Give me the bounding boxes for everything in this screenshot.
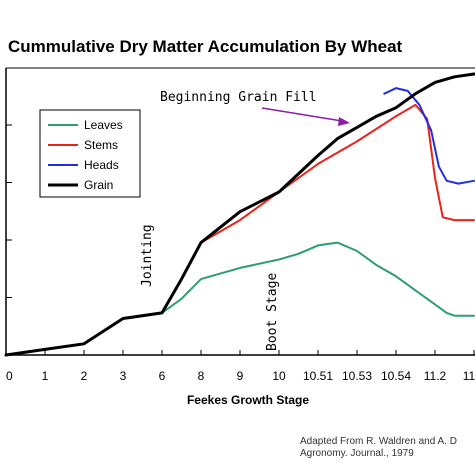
x-tick-label: 2	[81, 369, 88, 383]
annotation-boot-stage: Boot Stage	[265, 273, 280, 351]
source-note-line-2: Agronomy. Journal., 1979	[300, 448, 414, 459]
source-note-line-1: Adapted From R. Waldren and A. D	[300, 436, 457, 447]
x-tick-label: 9	[237, 369, 244, 383]
x-tick-label: 10.51	[303, 369, 333, 383]
y-ticks	[6, 124, 12, 356]
x-axis-label: Feekes Growth Stage	[187, 393, 309, 407]
legend: Leaves Stems Heads Grain	[39, 109, 141, 198]
x-tick-label: 10.54	[381, 369, 411, 383]
x-tick-label: 11.2	[424, 369, 447, 383]
x-tick-label: 1	[42, 369, 49, 383]
series-line-leaves	[5, 241, 475, 356]
arrow-shaft	[261, 107, 343, 122]
annotation-jointing: Jointing	[140, 224, 155, 287]
series-line-grain	[4, 72, 475, 357]
x-tick-label: 8	[198, 369, 205, 383]
x-tick-label: 3	[120, 369, 127, 383]
x-tick-label: 0	[6, 369, 13, 383]
x-ticks: 0 1 2 3 6 8 9 10 10.51 10.53 10.54 11.2 11.4	[5, 350, 475, 383]
x-tick-label: 11.4	[463, 369, 475, 383]
legend-label-stems: Stems	[84, 138, 118, 152]
arrow-head	[338, 117, 350, 126]
annotation-beginning-grain-fill: Beginning Grain Fill	[160, 90, 317, 105]
x-tick-label: 10.53	[342, 369, 372, 383]
legend-label-heads: Heads	[84, 158, 119, 172]
legend-label-leaves: Leaves	[84, 118, 123, 132]
x-tick-label: 10	[272, 369, 286, 383]
x-tick-label: 6	[159, 369, 166, 383]
annotation-arrow	[261, 107, 350, 126]
series-lines	[4, 72, 475, 357]
legend-label-grain: Grain	[84, 178, 113, 192]
series-line-stems	[200, 103, 475, 244]
series-line-heads	[383, 87, 475, 185]
chart-title: Cummulative Dry Matter Accumulation By W…	[8, 37, 403, 56]
